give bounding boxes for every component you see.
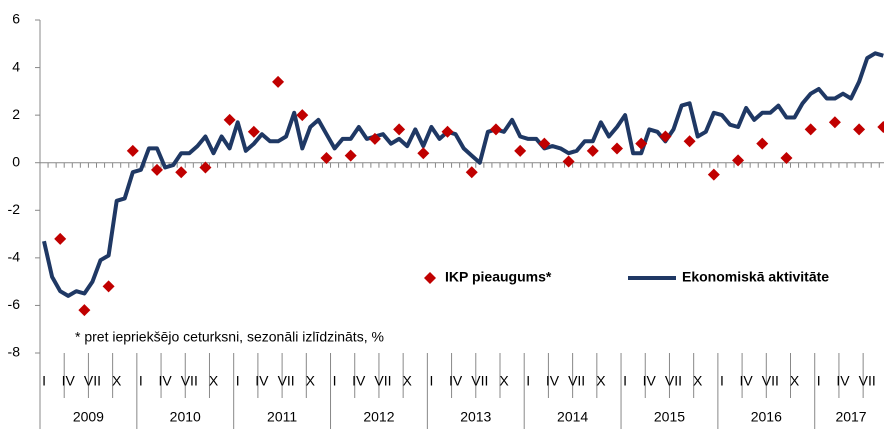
gdp-point [756, 137, 769, 150]
x-tick-label: I [720, 373, 724, 389]
x-tick-label: IV [546, 373, 560, 389]
legend-label: IKP pieaugums* [445, 269, 552, 285]
x-tick-label: I [526, 373, 530, 389]
x-tick-label: I [429, 373, 433, 389]
gdp-point [223, 113, 236, 126]
gdp-point [683, 135, 696, 148]
x-tick-label: VII [471, 373, 488, 389]
gdp-point [175, 166, 188, 179]
x-tick-label: VII [568, 373, 585, 389]
year-label: 2010 [170, 409, 201, 425]
x-tick-label: X [209, 373, 219, 389]
gdp-point [707, 168, 720, 181]
gdp-point [441, 125, 454, 138]
y-tick-label: 4 [12, 58, 20, 74]
gdp-point [78, 304, 91, 317]
year-label: 2016 [751, 409, 782, 425]
x-tick-label: IV [352, 373, 366, 389]
footnote: * pret iepriekšējo ceturksni, sezonāli i… [75, 329, 384, 345]
gdp-point [344, 149, 357, 162]
x-tick-label: I [139, 373, 143, 389]
gdp-point [54, 232, 67, 245]
y-tick-label: 2 [12, 106, 20, 122]
x-tick-label: VII [84, 373, 101, 389]
x-tick-label: I [623, 373, 627, 389]
legend-label: Ekonomiskā aktivitāte [682, 269, 829, 285]
gdp-point [780, 151, 793, 164]
x-tick-label: X [693, 373, 703, 389]
x-tick-label: X [596, 373, 606, 389]
x-tick-label: X [790, 373, 800, 389]
gdp-point [465, 166, 478, 179]
gdp-point [247, 125, 260, 138]
x-tick-label: VII [181, 373, 198, 389]
gdp-point [732, 154, 745, 167]
x-tick-label: X [403, 373, 413, 389]
year-label: 2011 [267, 409, 297, 425]
gdp-point [828, 116, 841, 129]
x-tick-label: X [306, 373, 316, 389]
year-label: 2015 [654, 409, 685, 425]
y-tick-label: -4 [8, 249, 21, 265]
x-tick-label: IV [158, 373, 172, 389]
year-label: 2012 [363, 409, 394, 425]
x-tick-label: I [817, 373, 821, 389]
x-tick-label: IV [62, 373, 76, 389]
year-label: 2014 [557, 409, 588, 425]
y-tick-label: -2 [8, 201, 21, 217]
gdp-point [393, 123, 406, 136]
x-tick-label: VII [859, 373, 876, 389]
x-tick-label: IV [449, 373, 463, 389]
gdp-point [368, 132, 381, 145]
gdp-point [102, 280, 115, 293]
gdp-point [272, 75, 285, 88]
gdp-point [126, 144, 139, 157]
x-tick-label: VII [278, 373, 295, 389]
gdp-point [611, 142, 624, 155]
gdp-point [199, 161, 212, 174]
x-tick-label: IV [255, 373, 269, 389]
gdp-point [296, 109, 309, 122]
gdp-point [417, 147, 430, 160]
gdp-point [877, 121, 884, 134]
x-tick-label: VII [374, 373, 391, 389]
activity-line [42, 51, 884, 298]
x-tick-label: IV [643, 373, 657, 389]
x-tick-label: IV [836, 373, 850, 389]
gdp-point [538, 137, 551, 150]
y-tick-label: -8 [8, 344, 21, 360]
x-tick-label: VII [665, 373, 682, 389]
gdp-point [320, 151, 333, 164]
year-label: 2017 [835, 409, 866, 425]
gdp-point [151, 163, 164, 176]
y-tick-label: -6 [8, 296, 21, 312]
x-tick-label: I [333, 373, 337, 389]
y-tick-label: 6 [12, 11, 20, 27]
gdp-point [853, 123, 866, 136]
x-tick-label: I [42, 373, 46, 389]
gdp-point [586, 144, 599, 157]
x-tick-label: VII [762, 373, 779, 389]
x-tick-label: I [236, 373, 240, 389]
gdp-point [659, 130, 672, 143]
legend-marker [424, 272, 436, 284]
x-tick-label: IV [740, 373, 754, 389]
gdp-point [489, 123, 502, 136]
x-tick-label: X [499, 373, 509, 389]
gdp-point [635, 137, 648, 150]
gdp-point [514, 144, 527, 157]
y-tick-label: 0 [12, 153, 20, 169]
year-label: 2013 [460, 409, 491, 425]
gdp-point [804, 123, 817, 136]
x-tick-label: X [112, 373, 122, 389]
year-label: 2009 [73, 409, 104, 425]
gdp-point [562, 155, 575, 168]
